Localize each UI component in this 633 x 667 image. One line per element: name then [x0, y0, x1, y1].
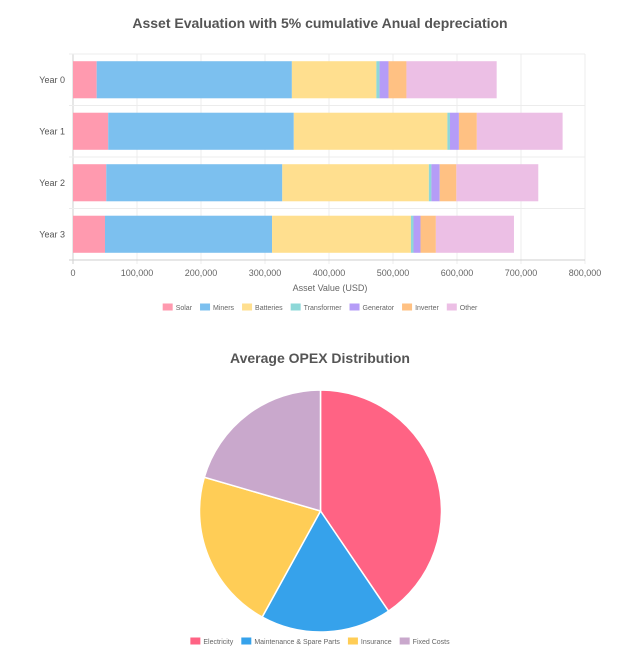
bar-transformer-year-1: [447, 112, 450, 150]
bar-chart-title: Asset Evaluation with 5% cumulative Anua…: [132, 15, 507, 31]
legend-item-transformer[interactable]: Transformer: [290, 303, 343, 313]
bar-solar-year-1: [73, 112, 109, 150]
legend-swatch: [402, 303, 413, 311]
legend-label: Insurance: [361, 639, 392, 646]
legend-swatch: [349, 303, 360, 311]
legend-swatch: [241, 637, 252, 645]
bar-y-tick-label: Year 2: [39, 178, 65, 188]
legend-swatch: [200, 303, 211, 311]
bar-generator-year-0: [379, 61, 389, 99]
bar-other-year-1: [476, 112, 563, 150]
legend-label: Solar: [176, 305, 193, 312]
legend-label: Fixed Costs: [413, 639, 450, 646]
bar-inverter-year-0: [388, 61, 407, 99]
bar-inverter-year-2: [439, 164, 457, 202]
legend-label: Inverter: [415, 305, 439, 312]
bar-x-tick-label: 700,000: [505, 268, 538, 278]
bar-x-tick-label: 600,000: [441, 268, 474, 278]
bar-chart-x-axis-title: Asset Value (USD): [293, 283, 368, 293]
legend-item-other[interactable]: Other: [446, 303, 478, 313]
bar-x-tick-label: 400,000: [313, 268, 346, 278]
bar-x-tick-label: 300,000: [249, 268, 282, 278]
bar-chart-bars: [73, 61, 563, 253]
bar-other-year-3: [435, 215, 514, 253]
legend-label: Generator: [363, 305, 395, 312]
bar-x-tick-label: 500,000: [377, 268, 410, 278]
bar-batteries-year-2: [282, 164, 429, 202]
legend-item-solar[interactable]: Solar: [162, 303, 193, 313]
bar-other-year-0: [406, 61, 497, 99]
legend-label: Transformer: [304, 305, 343, 312]
bar-inverter-year-1: [458, 112, 477, 150]
legend-swatch: [242, 303, 253, 311]
legend-label: Other: [460, 305, 478, 312]
pie-slice-fixed-costs: [203, 389, 322, 512]
opex-distribution-chart: Average OPEX Distribution Electricity Mai…: [190, 350, 450, 647]
bar-miners-year-2: [106, 164, 283, 202]
bar-generator-year-3: [413, 215, 421, 253]
bar-miners-year-3: [105, 215, 273, 253]
bar-batteries-year-0: [291, 61, 377, 99]
bar-y-tick-label: Year 0: [39, 75, 65, 85]
bar-solar-year-2: [73, 164, 107, 202]
bar-miners-year-1: [108, 112, 294, 150]
bar-batteries-year-3: [272, 215, 411, 253]
legend-label: Electricity: [203, 639, 233, 646]
bar-solar-year-0: [73, 61, 97, 99]
pie-chart-slices: [198, 389, 443, 633]
legend-item-insurance[interactable]: Insurance: [347, 637, 392, 647]
bar-transformer-year-3: [410, 215, 414, 253]
bar-miners-year-0: [96, 61, 292, 99]
legend-item-fixed-costs[interactable]: Fixed Costs: [399, 637, 450, 647]
legend-label: Maintenance & Spare Parts: [254, 639, 340, 646]
bar-generator-year-1: [449, 112, 459, 150]
legend-item-electricity[interactable]: Electricity: [190, 637, 234, 647]
legend-item-miners[interactable]: Miners: [200, 303, 235, 313]
bar-x-tick-label: 800,000: [569, 268, 602, 278]
pie-slice-insurance: [198, 476, 322, 619]
legend-swatch: [347, 637, 358, 645]
pie-slice-electricity: [319, 389, 443, 613]
bar-batteries-year-1: [293, 112, 448, 150]
legend-swatch: [290, 303, 301, 311]
legend-swatch: [162, 303, 173, 311]
bar-other-year-2: [456, 164, 539, 202]
pie-chart-legend: Electricity Maintenance & Spare Parts Insu…: [190, 637, 450, 647]
bar-x-tick-label: 0: [70, 268, 75, 278]
bar-solar-year-3: [73, 215, 105, 253]
bar-y-tick-label: Year 3: [39, 229, 65, 239]
bar-transformer-year-0: [376, 61, 380, 99]
legend-item-batteries[interactable]: Batteries: [242, 303, 283, 313]
bar-transformer-year-2: [428, 164, 432, 202]
legend-item-maintenance-and-spare-parts[interactable]: Maintenance & Spare Parts: [241, 637, 340, 647]
bar-chart-x-axis: 0 100,000 200,000 300,000 400,000 500,000 600,…: [70, 268, 601, 278]
bar-inverter-year-3: [420, 215, 436, 253]
legend-item-inverter[interactable]: Inverter: [402, 303, 439, 313]
legend-swatch: [190, 637, 201, 645]
legend-label: Batteries: [255, 305, 283, 312]
legend-swatch: [399, 637, 410, 645]
bar-chart-legend: Solar Miners Batteries Transformer Generator…: [162, 303, 478, 313]
pie-slice-maintenance-and-spare-parts: [261, 509, 390, 633]
bar-x-tick-label: 200,000: [185, 268, 218, 278]
bar-x-tick-label: 100,000: [121, 268, 154, 278]
legend-label: Miners: [213, 305, 235, 312]
asset-evaluation-chart: Asset Evaluation with 5% cumulative Anua…: [39, 15, 601, 313]
bar-chart-y-axis: Year 0 Year 1 Year 2 Year 3: [39, 75, 65, 240]
bar-generator-year-2: [431, 164, 440, 202]
legend-item-generator[interactable]: Generator: [349, 303, 395, 313]
legend-swatch: [446, 303, 457, 311]
pie-chart-title: Average OPEX Distribution: [230, 350, 410, 366]
bar-y-tick-label: Year 1: [39, 126, 65, 136]
